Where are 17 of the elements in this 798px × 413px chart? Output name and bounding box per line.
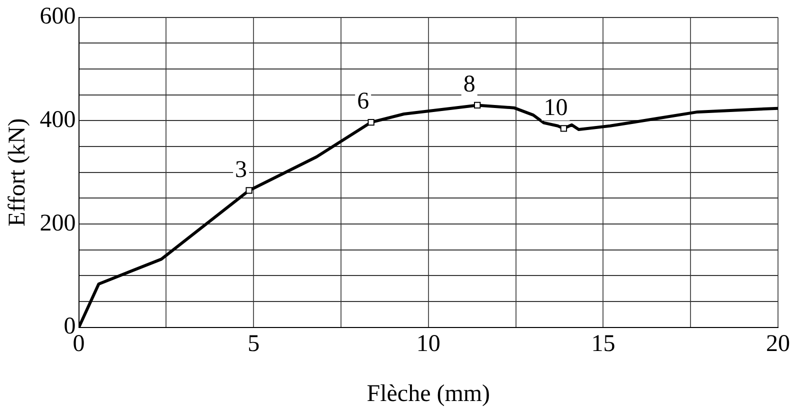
x-tick-label: 20 — [766, 331, 790, 358]
y-tick-label: 400 — [40, 107, 76, 134]
x-tick-label: 15 — [591, 331, 616, 358]
annotation: 10 — [544, 94, 568, 121]
point — [474, 102, 481, 109]
x-axis-title: Flèche (mm) — [366, 380, 490, 407]
point — [560, 125, 568, 132]
y-axis-title: Effort (kN) — [4, 118, 31, 226]
y-tick-label: 200 — [40, 210, 76, 236]
y-tick-label: 600 — [40, 4, 76, 30]
annotation: 3 — [235, 156, 248, 183]
annotation: 8 — [463, 72, 476, 98]
point — [246, 187, 252, 194]
annotation: 6 — [357, 88, 370, 115]
x-tick-label: 5 — [248, 331, 260, 358]
x-tick-label: 10 — [416, 331, 440, 358]
point — [368, 118, 374, 126]
